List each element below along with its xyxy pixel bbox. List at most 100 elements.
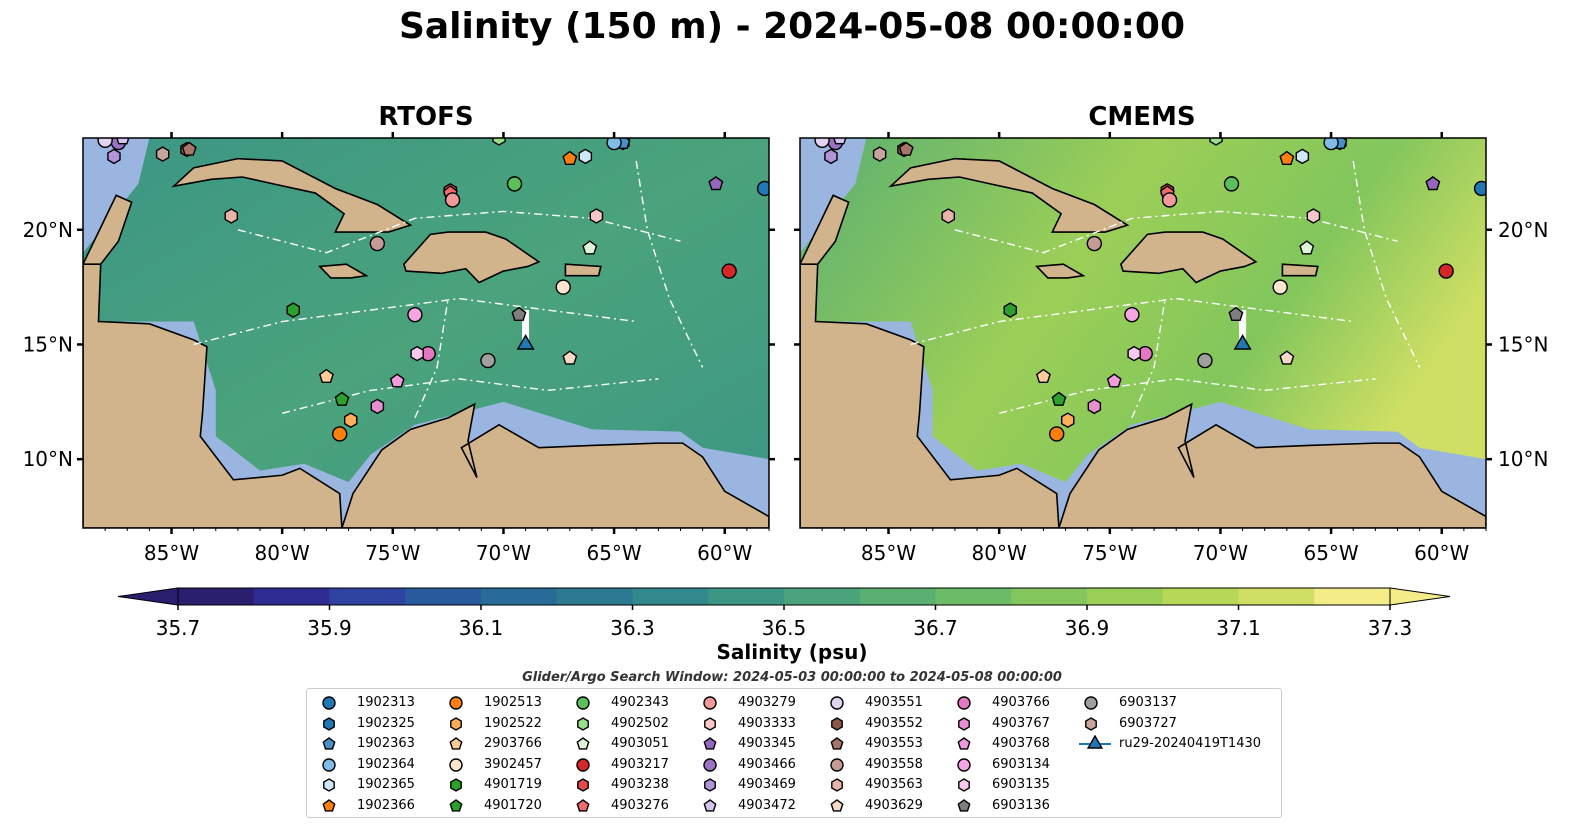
colorbar-tick-label: 36.1 (459, 616, 504, 640)
legend-marker-6903137 (1084, 696, 1098, 710)
land-yucatan (83, 194, 133, 265)
float-marker-4903051 (582, 240, 598, 255)
land-south-america (1058, 402, 1486, 528)
legend-item: 4903551 (823, 693, 945, 713)
legend-label: 4903553 (865, 736, 923, 752)
legend-swatch (1084, 696, 1098, 710)
legend-marker-4903766 (957, 696, 971, 710)
legend-item: 4903553 (823, 734, 945, 754)
legend-item: 6903727 (1077, 714, 1199, 734)
legend-label: 1902364 (357, 756, 415, 772)
legend: 1902313 1902325 1902363 1902364 1902365 19023… (306, 688, 1282, 818)
y-tick-label: 20°N (23, 218, 73, 242)
x-tick-label: 60°W (1414, 541, 1469, 565)
legend-marker-1902313 (322, 696, 336, 710)
legend-swatch (831, 716, 843, 731)
legend-marker-4903472 (703, 799, 717, 812)
float-marker-1902366 (562, 150, 578, 166)
legend-swatch (703, 696, 717, 710)
legend-label: 4903551 (865, 695, 923, 710)
legend-item: 6903134 (950, 755, 1072, 775)
legend-label: 4903767 (992, 715, 1050, 731)
float-marker-4901720 (1051, 391, 1067, 406)
legend-swatch (704, 716, 716, 731)
float-marker-4903345 (708, 176, 724, 191)
eez-boundary-line (1131, 298, 1166, 419)
legend-item: 4903768 (950, 734, 1072, 754)
legend-marker-4903466 (703, 758, 717, 772)
colorbar-extend-min (117, 587, 179, 606)
float-marker-1902364 (1323, 138, 1339, 151)
legend-label: 1902366 (357, 798, 415, 813)
float-marker-3902457 (1272, 279, 1288, 295)
float-marker-4903558 (369, 235, 386, 252)
colorbar-tick-label: 37.1 (1216, 616, 1261, 640)
map-panel-rtofs: 85°W 80°W 75°W 70°W 65°W 60°W 20°N 15°N 10°N (23, 132, 775, 565)
legend-marker-4903333 (704, 716, 716, 731)
float-marker-2903766 (318, 368, 334, 383)
legend-item: 1902364 (315, 755, 437, 775)
legend-marker-4903767 (958, 716, 970, 731)
colorbar-extend-max (1389, 587, 1451, 606)
land-hispaniola (402, 231, 541, 284)
legend-marker-3902457 (449, 758, 463, 772)
legend-item: 1902325 (315, 714, 437, 734)
legend-marker-1902522 (450, 716, 462, 731)
legend-label: ru29-20240419T1430 (1119, 736, 1262, 752)
legend-swatch (957, 737, 971, 750)
colorbar-segment (784, 588, 861, 605)
legend-swatch (449, 737, 463, 750)
legend-marker-1902364 (322, 758, 336, 772)
legend-label: 6903727 (1119, 715, 1177, 731)
legend-swatch (1085, 716, 1097, 731)
float-marker-4903563 (224, 208, 239, 224)
legend-item: ru29-20240419T1430 (1077, 734, 1261, 754)
legend-label: 4903768 (992, 736, 1050, 752)
legend-label: 1902522 (484, 715, 542, 731)
eez-boundary-line (910, 297, 1354, 346)
legend-item: 3902457 (442, 755, 564, 775)
float-marker-4903469 (824, 148, 838, 165)
legend-item: 1902313 (315, 693, 437, 713)
x-tick-label: 75°W (1082, 541, 1137, 565)
legend-swatch (322, 737, 336, 750)
float-marker-4903553 (181, 141, 197, 156)
eez-boundary-line (1352, 160, 1421, 368)
legend-marker-1902366 (322, 799, 336, 812)
colorbar-segment (1087, 588, 1164, 605)
legend-swatch (576, 799, 590, 812)
colorbar-segment (178, 588, 255, 605)
legend-label: 1902365 (357, 777, 415, 793)
legend-swatch (322, 696, 336, 710)
float-marker-1902313 (1473, 180, 1486, 197)
legend-marker-2903766 (449, 737, 463, 750)
colorbar-segment (1162, 588, 1239, 605)
float-marker-4901719 (1003, 302, 1017, 318)
legend-marker-6903134 (957, 758, 971, 772)
colorbar-segment (405, 588, 482, 605)
eez-boundary-line (954, 210, 1398, 254)
legend-marker-4903051 (576, 737, 590, 750)
legend-label: 4903629 (865, 798, 923, 813)
float-marker-6903136 (1228, 306, 1244, 321)
legend-item: 4903276 (569, 796, 691, 816)
legend-marker-4903629 (830, 799, 844, 812)
legend-marker-4903768 (957, 737, 971, 750)
colorbar-tick-label: 37.3 (1368, 616, 1413, 640)
legend-swatch (703, 737, 717, 750)
legend-label: 4903333 (738, 715, 796, 731)
colorbar: 35.7 35.9 36.1 36.3 36.5 36.7 36.9 37.1 37.3 (117, 587, 1451, 640)
float-marker-1902365 (1295, 148, 1310, 165)
float-marker-4903217 (1438, 263, 1454, 279)
legend-label: 4903552 (865, 715, 923, 731)
legend-label: 4903051 (611, 736, 669, 752)
colorbar-tick-label: 36.5 (762, 616, 807, 640)
glider-marker (516, 334, 535, 350)
legend-item: 4903472 (696, 796, 818, 816)
legend-swatch (322, 799, 336, 812)
colorbar-segment (1314, 588, 1391, 605)
legend-label: 2903766 (484, 736, 542, 752)
float-marker-4903472 (833, 138, 847, 145)
legend-swatch (449, 799, 463, 812)
legend-label: 6903137 (1119, 695, 1177, 710)
